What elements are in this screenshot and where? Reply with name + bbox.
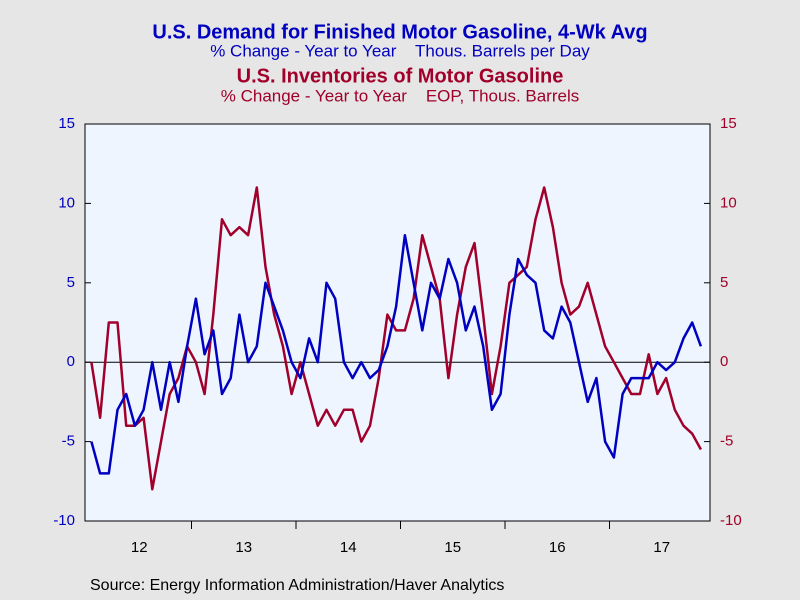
x-tick-label: 17 <box>653 539 670 556</box>
y2-tick-label: -10 <box>720 512 742 529</box>
y-tick-label: -10 <box>53 512 75 529</box>
series-title: U.S. Demand for Finished Motor Gasoline,… <box>152 21 647 43</box>
series-units: % Change - Year to Year Thous. Barrels p… <box>210 41 590 60</box>
source: Source: Energy Information Administratio… <box>90 577 504 594</box>
series-line <box>90 233 703 475</box>
x-tick-label: 16 <box>549 539 566 556</box>
y2-tick-label: 10 <box>720 194 737 211</box>
x-tick-label: 15 <box>444 539 461 556</box>
y-tick-label: 5 <box>67 274 75 291</box>
y2-tick-label: 15 <box>720 115 737 132</box>
x-tick-label: 14 <box>340 539 357 556</box>
series-title: U.S. Inventories of Motor Gasoline <box>237 65 564 87</box>
y2-tick-label: 0 <box>720 353 728 370</box>
y-tick-label: 10 <box>58 194 75 211</box>
series-line <box>90 186 702 491</box>
y-tick-label: 0 <box>67 353 75 370</box>
series-units: % Change - Year to Year EOP, Thous. Barr… <box>221 86 580 105</box>
y-tick-label: -5 <box>62 433 75 450</box>
plot-area <box>84 123 711 522</box>
x-tick-label: 13 <box>235 539 252 556</box>
y2-tick-label: 5 <box>720 274 728 291</box>
y2-tick-label: -5 <box>720 433 733 450</box>
y-tick-label: 15 <box>58 115 75 132</box>
x-tick-label: 12 <box>131 539 148 556</box>
